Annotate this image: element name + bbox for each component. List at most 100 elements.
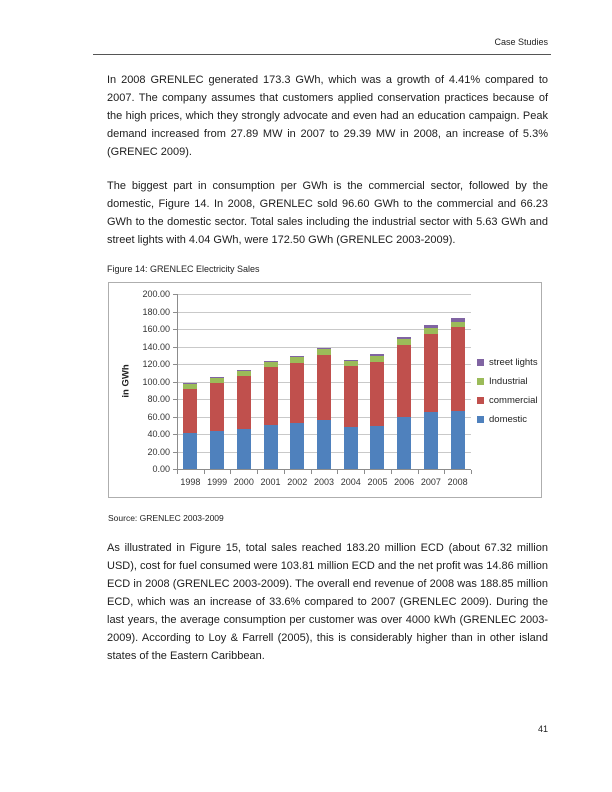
bar-segment-street-lights <box>290 355 305 357</box>
bar-segment-domestic <box>317 420 331 469</box>
bar-segment-commercial <box>450 326 465 412</box>
x-tick-label: 2007 <box>420 477 441 487</box>
bar-segment-Industrial <box>317 349 331 355</box>
bar-segment-domestic <box>370 425 385 469</box>
legend-swatch-Industrial <box>477 378 484 385</box>
y-tick-label: 180.00 <box>142 306 170 317</box>
x-tick-label: 2000 <box>233 477 254 487</box>
bar-segment-domestic <box>397 416 412 469</box>
bar-segment-Industrial <box>263 361 278 368</box>
x-tick-label: 2006 <box>394 477 415 487</box>
bar-segment-domestic <box>290 423 305 469</box>
y-tick-label: 60.00 <box>147 411 170 422</box>
bar-segment-domestic <box>263 425 278 469</box>
y-axis-tick <box>173 434 177 435</box>
x-axis-tick <box>390 470 392 474</box>
x-tick-label: 2001 <box>260 477 281 487</box>
bar-segment-commercial <box>343 365 358 427</box>
y-axis-tick <box>173 399 177 400</box>
bar-segment-Industrial <box>343 360 358 366</box>
y-axis-tick <box>173 364 177 365</box>
x-axis-line <box>177 469 471 470</box>
x-tick-label: 1998 <box>180 477 201 487</box>
gridline <box>177 294 471 295</box>
y-tick-label: 120.00 <box>142 359 170 369</box>
running-head: Case Studies <box>494 37 548 47</box>
x-tick-label: 2005 <box>367 477 388 487</box>
paragraph-financials: As illustrated in Figure 15, total sales… <box>107 542 548 662</box>
x-axis-tick <box>364 470 366 474</box>
x-axis-tick <box>471 470 472 474</box>
bar-segment-domestic <box>183 433 198 469</box>
x-tick-label: 2003 <box>313 477 335 487</box>
x-axis-tick <box>310 470 312 474</box>
figure-caption: Figure 14: GRENLEC Electricity Sales <box>107 264 260 274</box>
bar-segment-Industrial <box>397 339 412 346</box>
legend: street lights Industrial commercial domesti… <box>477 357 538 425</box>
bar-segment-street-lights <box>236 369 251 371</box>
x-axis-tick <box>230 470 232 474</box>
x-axis-tick <box>257 470 259 474</box>
bar-segment-Industrial <box>210 378 225 384</box>
page-number: 41 <box>537 724 548 734</box>
y-axis-tick <box>173 469 177 470</box>
y-tick-label: 200.00 <box>142 289 170 299</box>
bar-segment-street-lights <box>370 354 385 357</box>
bar-segment-street-lights <box>343 359 358 361</box>
x-tick-label: 2008 <box>447 477 468 487</box>
legend-item: street lights <box>477 357 538 368</box>
bar-segment-street-lights <box>397 337 412 340</box>
bar-segment-domestic <box>210 430 225 469</box>
legend-label: commercial <box>489 395 538 406</box>
bar-segment-domestic <box>450 411 465 469</box>
bar-segment-street-lights <box>210 377 225 379</box>
x-axis-tick <box>444 470 446 474</box>
bar-segment-commercial <box>183 388 198 434</box>
x-axis-tick <box>177 470 178 474</box>
bar-segment-commercial <box>210 383 225 431</box>
y-tick-label: 140.00 <box>142 341 170 352</box>
y-axis-tick <box>173 294 177 295</box>
legend-swatch-domestic <box>477 416 484 423</box>
legend-swatch-commercial <box>477 397 484 404</box>
bar-segment-Industrial <box>370 356 385 362</box>
gridline <box>177 346 471 348</box>
bar-segment-domestic <box>343 427 358 469</box>
bar-segment-commercial <box>236 375 251 429</box>
legend-item: domestic <box>477 414 538 425</box>
legend-label: street lights <box>489 357 538 368</box>
legend-swatch-street-lights <box>477 359 484 366</box>
bar-segment-street-lights <box>317 347 331 350</box>
x-tick-label: 2002 <box>287 477 308 487</box>
bar-segment-Industrial <box>236 371 251 376</box>
x-tick-label: 1999 <box>207 477 228 487</box>
bar-segment-commercial <box>317 354 331 420</box>
y-axis-tick <box>173 329 177 330</box>
y-tick-label: 100.00 <box>142 376 170 387</box>
y-axis-line <box>177 294 178 469</box>
figure-14-stacked-bar-chart: 0.00 20.00 40.00 60.00 80.00 100.00 120.00 140.… <box>108 282 542 498</box>
y-tick-label: 80.00 <box>147 394 170 404</box>
legend-item: Industrial <box>477 376 538 387</box>
bar-segment-street-lights <box>450 318 465 322</box>
y-tick-label: 160.00 <box>142 324 170 334</box>
x-tick-label: 2004 <box>340 477 361 487</box>
bar-segment-Industrial <box>423 327 438 334</box>
bar-segment-street-lights <box>183 382 198 385</box>
figure-source: Source: GRENLEC 2003-2009 <box>108 513 224 523</box>
y-axis-tick <box>173 381 177 383</box>
bar-segment-commercial <box>290 362 305 424</box>
gridline <box>177 329 471 330</box>
bar-segment-domestic <box>423 412 438 469</box>
y-tick-label: 20.00 <box>147 446 170 457</box>
paragraph-generation: In 2008 GRENLEC generated 173.3 GWh, whi… <box>107 74 548 158</box>
bar-segment-Industrial <box>183 384 198 389</box>
legend-label: domestic <box>489 414 528 425</box>
bar-segment-Industrial <box>290 357 305 363</box>
bar-segment-Industrial <box>450 321 465 327</box>
y-axis-title: in GWh <box>120 364 132 398</box>
legend-label: Industrial <box>489 376 528 387</box>
bar-segment-street-lights <box>263 360 278 362</box>
legend-item: commercial <box>477 395 538 406</box>
